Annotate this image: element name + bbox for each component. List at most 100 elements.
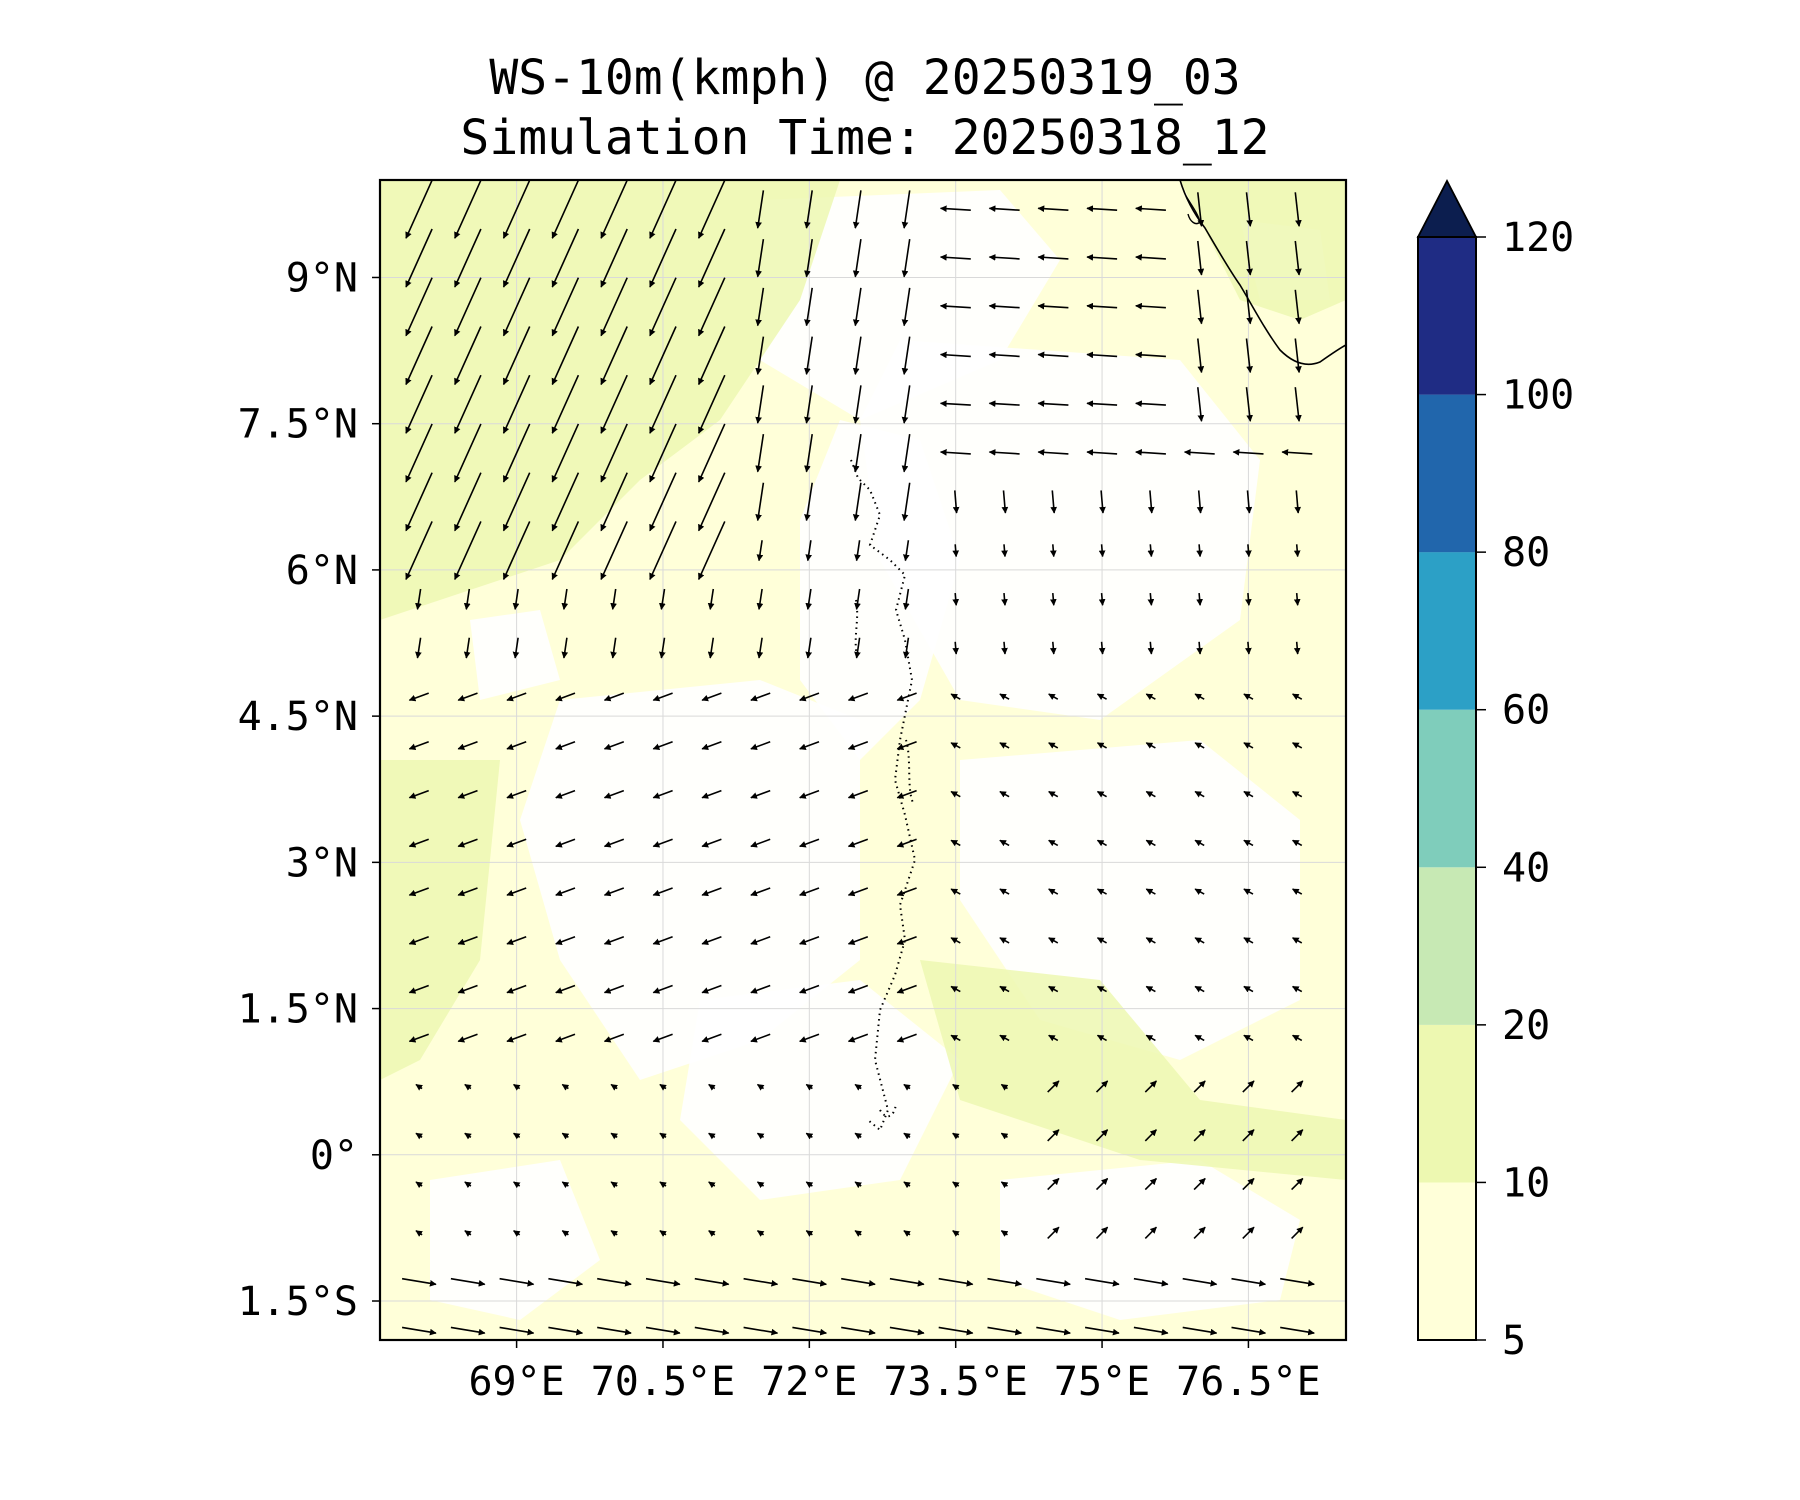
wind-arrow xyxy=(506,741,527,750)
wind-arrow xyxy=(701,789,722,799)
wind-arrow xyxy=(1096,693,1107,700)
wind-arrow xyxy=(561,1230,570,1237)
wind-arrow xyxy=(750,789,771,799)
wind-arrow xyxy=(463,637,471,659)
wind-arrow xyxy=(896,1033,917,1043)
wind-arrow xyxy=(652,789,673,799)
wind-arrow xyxy=(988,400,1020,408)
y-tick-label: 6°N xyxy=(286,548,358,594)
wind-arrow xyxy=(755,190,765,229)
wind-arrow xyxy=(903,1181,911,1189)
wind-arrow xyxy=(697,277,726,337)
wind-arrow xyxy=(988,449,1020,456)
wind-arrow xyxy=(847,838,869,848)
wind-arrow xyxy=(555,838,576,848)
wind-arrow xyxy=(1095,1080,1109,1093)
wind-arrow xyxy=(999,693,1010,700)
colorbar-label: 120 xyxy=(1502,215,1574,261)
wind-arrow xyxy=(755,482,765,522)
wind-arrow xyxy=(1242,1080,1255,1093)
wind-arrow xyxy=(502,423,531,483)
wind-arrow xyxy=(896,789,917,799)
wind-arrow xyxy=(950,839,961,847)
wind-arrow xyxy=(988,351,1020,359)
wind-arrow xyxy=(1293,641,1301,655)
wind-arrow xyxy=(658,588,666,610)
wind-arrow xyxy=(1145,790,1156,798)
wind-arrow xyxy=(502,180,531,239)
wind-arrow xyxy=(756,1083,765,1091)
wind-arrow xyxy=(555,1033,576,1043)
wind-arrow xyxy=(1144,1129,1157,1142)
wind-arrow xyxy=(1084,1326,1120,1336)
wind-vectors xyxy=(401,180,1315,1336)
wind-arrow xyxy=(652,692,673,702)
wind-arrow xyxy=(1096,937,1107,944)
wind-arrow xyxy=(1294,240,1302,276)
wind-arrow xyxy=(1292,693,1303,700)
wind-arrow xyxy=(950,790,961,798)
wind-arrow xyxy=(939,351,971,359)
wind-arrow xyxy=(1245,490,1253,514)
wind-arrow xyxy=(1135,400,1166,408)
wind-arrow xyxy=(652,887,673,897)
wind-arrow xyxy=(649,228,677,288)
calm-patch xyxy=(520,680,860,1080)
wind-arrow xyxy=(1095,1129,1109,1142)
wind-arrow xyxy=(659,1083,667,1091)
wind-arrow xyxy=(792,1277,827,1287)
wind-arrow xyxy=(1135,254,1166,261)
wind-arrow xyxy=(415,1083,423,1091)
y-tick-label: 7.5°N xyxy=(238,402,358,448)
wind-arrow xyxy=(1086,400,1118,408)
wind-arrow xyxy=(756,588,764,610)
wind-arrow xyxy=(701,984,722,994)
wind-arrow xyxy=(1291,1129,1304,1142)
wind-arrow xyxy=(1036,1277,1071,1287)
wind-arrow xyxy=(697,228,726,288)
wind-arrow xyxy=(603,936,625,945)
wind-arrow xyxy=(1292,742,1303,749)
wind-arrow xyxy=(1037,351,1069,359)
wind-arrow xyxy=(454,180,482,239)
wind-arrow xyxy=(847,1033,869,1043)
wind-arrow xyxy=(999,985,1010,993)
wind-arrow xyxy=(408,838,429,848)
wind-arrow xyxy=(708,1181,716,1189)
wind-arrow xyxy=(841,1326,876,1336)
wind-arrow xyxy=(750,984,771,994)
wind-arrow xyxy=(1294,289,1302,325)
wind-arrow xyxy=(701,838,722,848)
wind-arrow xyxy=(1096,839,1107,847)
wind-arrow xyxy=(1197,289,1205,325)
colorbar-label: 40 xyxy=(1502,845,1550,891)
wind-arrow xyxy=(1000,1132,1009,1140)
y-tick-label: 1.5°N xyxy=(238,987,358,1033)
wind-arrow xyxy=(854,637,861,659)
wind-arrow xyxy=(551,326,580,386)
wind-arrow xyxy=(597,1326,632,1336)
wind-arrow xyxy=(1145,937,1156,944)
colorbar-label: 100 xyxy=(1502,373,1574,419)
wind-arrow xyxy=(1096,742,1107,749)
wind-arrow xyxy=(454,423,482,483)
wind-arrow xyxy=(561,1083,570,1091)
colorbar-extend-arrow xyxy=(1416,179,1478,238)
wind-arrow xyxy=(950,693,961,700)
wind-arrow xyxy=(756,1132,765,1140)
calm-patch xyxy=(1000,1160,1300,1320)
wind-arrow xyxy=(454,521,482,581)
wind-arrow xyxy=(1294,387,1302,422)
wind-arrow xyxy=(652,838,673,848)
wind-arrow xyxy=(597,1277,632,1287)
wind-arrow xyxy=(841,1277,876,1287)
wind-arrow xyxy=(1145,742,1156,749)
wind-arrow xyxy=(506,936,527,945)
wind-arrow xyxy=(1049,544,1057,558)
wind-arrow xyxy=(450,1277,486,1287)
wind-arrow xyxy=(649,180,677,239)
wind-arrow xyxy=(1096,888,1107,895)
colorbar-label: 80 xyxy=(1502,530,1550,576)
x-tick-label: 72°E xyxy=(761,1359,857,1405)
wind-arrow xyxy=(1194,693,1205,700)
